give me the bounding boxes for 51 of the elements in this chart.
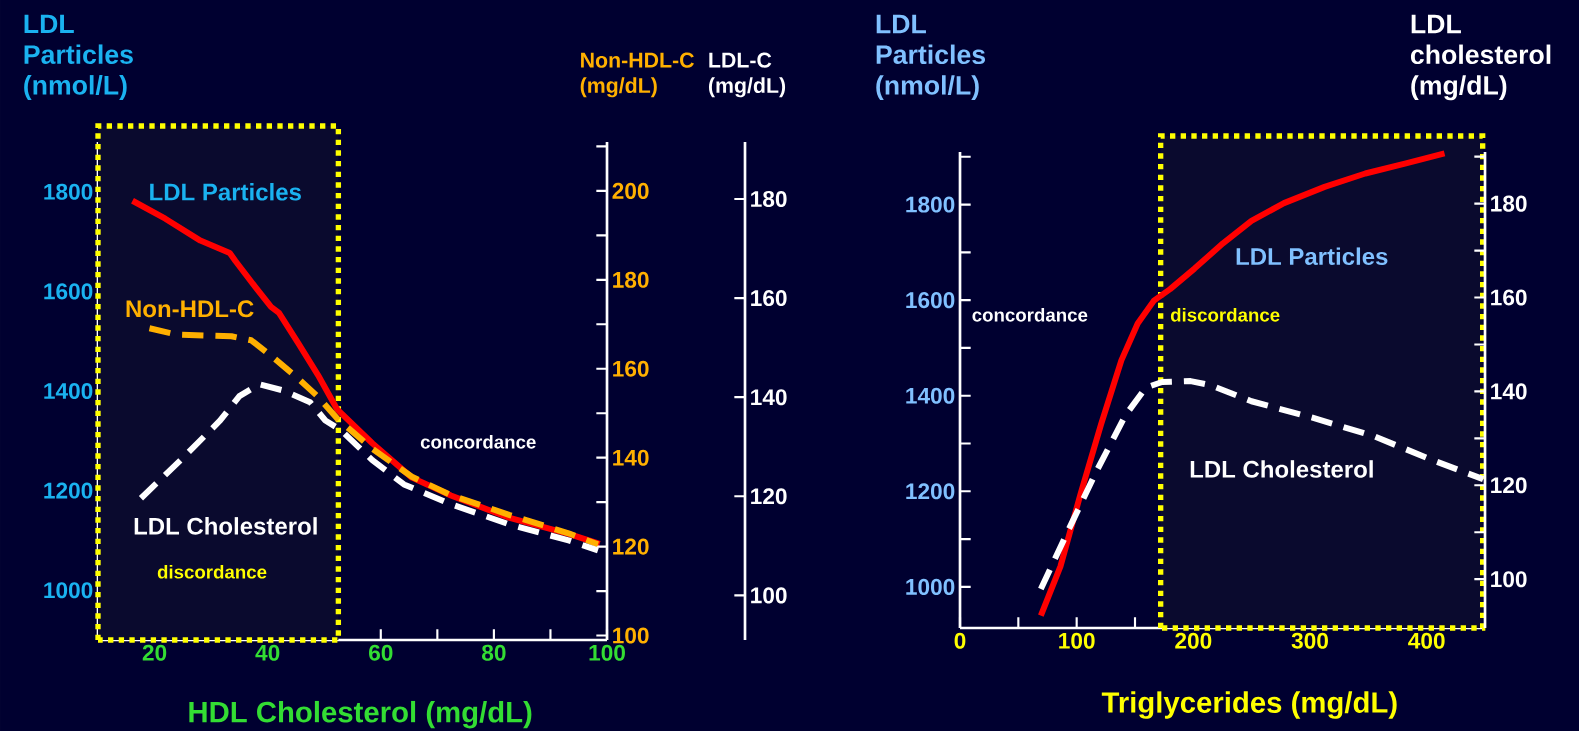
y-tick-label: 1200 xyxy=(906,483,955,500)
y-tick-label: 1400 xyxy=(44,382,93,400)
series-label: LDL Cholesterol xyxy=(1190,460,1373,478)
x-tick-label: 20 xyxy=(142,644,167,661)
y3-tick-label: 160 xyxy=(751,290,787,307)
y2-axis-title: Non-HDL-C (mg/dL) xyxy=(580,52,694,98)
y-tick-label: 1600 xyxy=(44,283,93,300)
y2-tick-label: 120 xyxy=(613,538,649,555)
y2-tick-label: 180 xyxy=(613,271,649,288)
y-axis-title: LDL Particles (nmol/L) xyxy=(876,14,986,101)
series-label: LDL Cholesterol xyxy=(134,517,317,535)
x-tick-label: 300 xyxy=(1291,632,1328,649)
y3-tick-label: 100 xyxy=(751,587,787,604)
x-tick-label: 80 xyxy=(482,644,506,661)
x-axis-title: Triglycerides (mg/dL) xyxy=(1101,691,1397,719)
x-tick-label: 40 xyxy=(255,644,280,661)
y2-axis-title: LDL cholesterol (mg/dL) xyxy=(1410,14,1551,101)
y-tick-label: 1000 xyxy=(906,578,955,595)
annotation: concordance xyxy=(972,307,1088,322)
x-tick-label: 0 xyxy=(954,632,966,649)
series-label: LDL Particles xyxy=(150,182,301,201)
series-label: Non-HDL-C xyxy=(126,300,254,318)
y2-tick-label: 160 xyxy=(1491,289,1527,306)
y-tick-label: 1200 xyxy=(44,482,93,499)
y2-tick-label: 180 xyxy=(1491,195,1527,212)
series-label: LDL Particles xyxy=(1236,247,1388,266)
x-tick-label: 200 xyxy=(1175,632,1212,649)
y-tick-label: 1000 xyxy=(44,582,93,599)
y-tick-label: 1800 xyxy=(906,196,955,213)
y-axis-title: LDL Particles (nmol/L) xyxy=(24,14,133,100)
y2-tick-label: 140 xyxy=(613,449,649,466)
x-axis-title: HDL Cholesterol (mg/dL) xyxy=(189,700,532,729)
x-tick-label: 400 xyxy=(1408,632,1445,649)
y-tick-label: 1400 xyxy=(906,387,955,404)
y3-tick-label: 140 xyxy=(751,389,787,406)
y2-tick-label: 200 xyxy=(612,182,649,199)
x-tick-label: 60 xyxy=(369,644,393,661)
y2-tick-label: 120 xyxy=(1491,477,1527,494)
y3-tick-label: 180 xyxy=(751,190,787,207)
y2-tick-label: 100 xyxy=(1491,571,1527,588)
y2-tick-label: 140 xyxy=(1491,383,1527,400)
annotation: concordance xyxy=(420,434,536,449)
y-tick-label: 1600 xyxy=(906,292,955,309)
band-label: discordance xyxy=(1170,307,1280,322)
y2-tick-label: 160 xyxy=(613,360,649,377)
x-tick-label: 100 xyxy=(1059,632,1095,649)
x-tick-label: 100 xyxy=(589,644,625,661)
y3-axis-title: LDL-C (mg/dL) xyxy=(708,52,786,98)
y3-tick-label: 120 xyxy=(751,488,787,505)
band-label: discordance xyxy=(157,564,267,579)
y-tick-label: 1800 xyxy=(44,183,93,200)
